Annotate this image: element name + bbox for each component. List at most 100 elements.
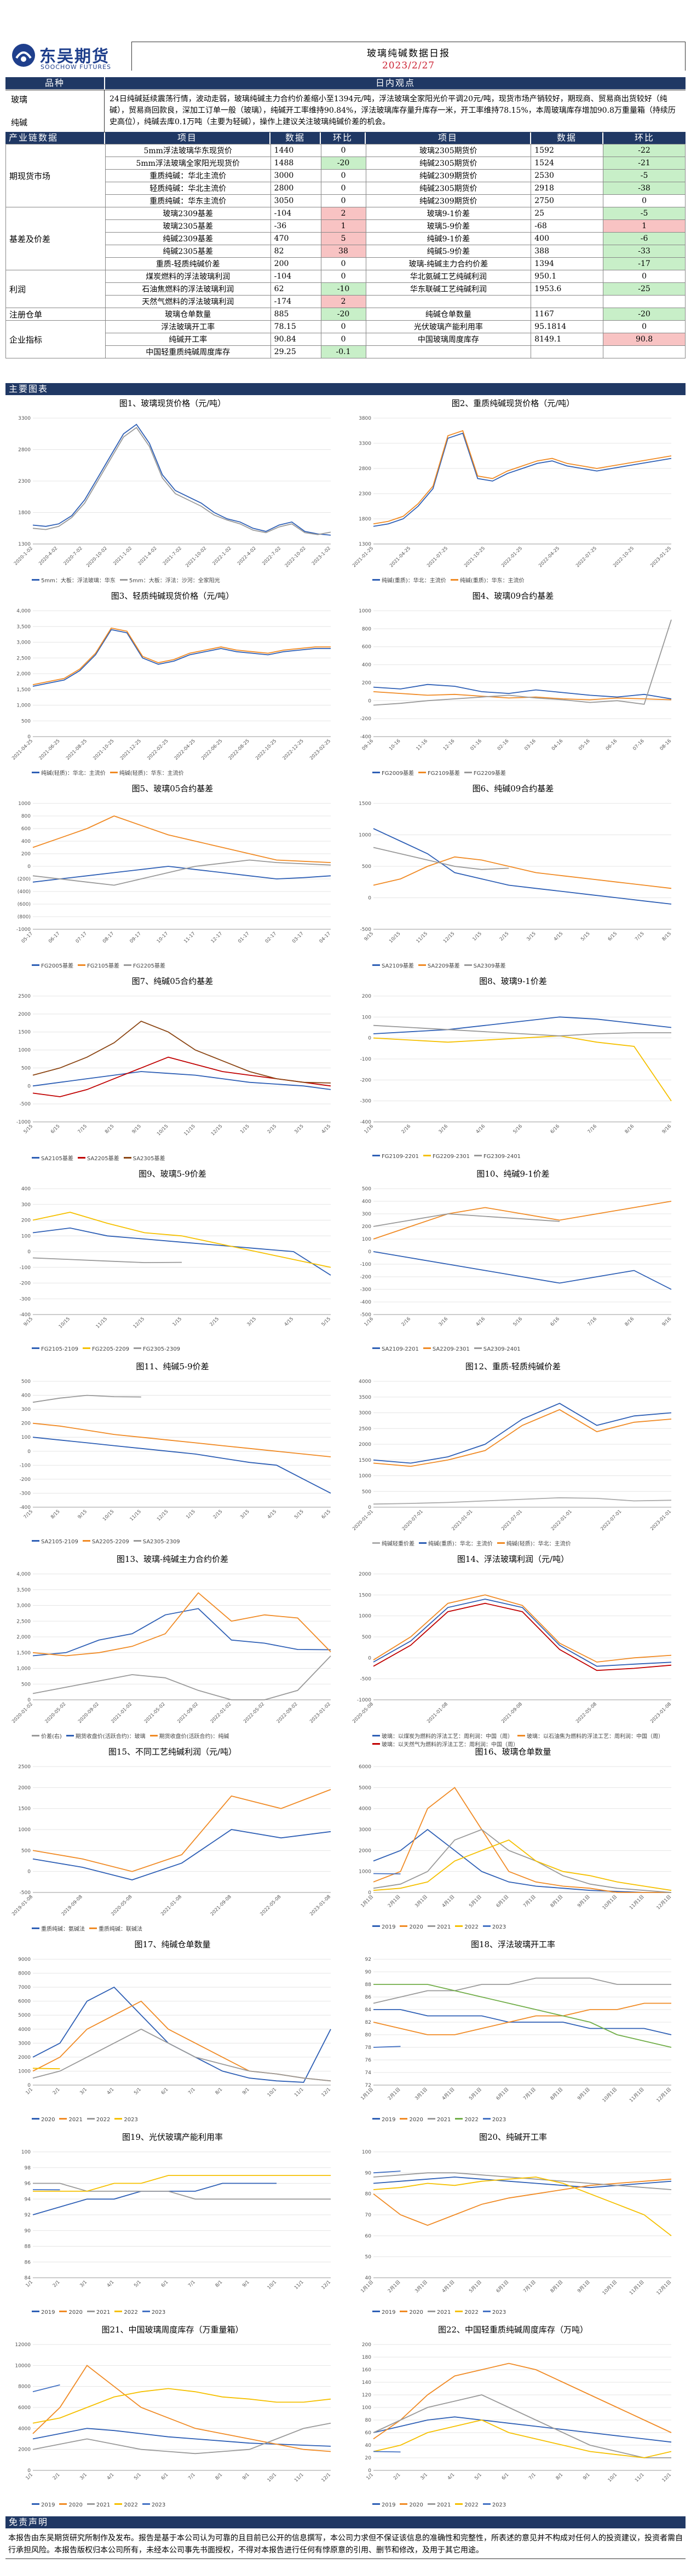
chart-svg: 0 500 1000 1500 2000 2500 3000 3500 4000 2020-01-…: [352, 1379, 672, 1532]
value-cell: -68: [531, 219, 604, 233]
item-name-cell: 天然气燃料的浮法玻璃利润: [105, 295, 271, 308]
legend-item: 期货收盘价(活跃合约)：玻璃: [62, 1734, 146, 1740]
y-tick-label: 800: [362, 627, 371, 632]
value-cell: 2530: [531, 169, 604, 182]
legend-swatch: [455, 2118, 463, 2120]
legend-label: 纯碱(重质)：华北：主流价: [428, 1541, 493, 1547]
y-tick-label: 86: [25, 2260, 31, 2265]
series-line: [373, 2009, 672, 2035]
y-tick-label: 3000: [359, 1411, 371, 1416]
x-tick-label: 5/15: [293, 1509, 305, 1520]
x-tick-label: 2021-09-08: [500, 1701, 523, 1724]
x-tick-label: 07-17: [74, 931, 88, 945]
chart-title: 图13、玻璃-纯碱主力合约价差: [116, 1554, 229, 1564]
y-tick-label: -200: [360, 1275, 372, 1280]
value-cell: -104: [270, 270, 321, 283]
x-tick-label: 2/1: [52, 2279, 61, 2289]
col-header-item-left: 项目: [105, 132, 269, 144]
chart-title: 图20、纯碱开工率: [479, 2132, 548, 2142]
legend-label: 2020: [68, 2309, 83, 2315]
y-tick-label: 2800: [359, 466, 371, 472]
y-tick-label: 90: [365, 1970, 372, 1975]
legend-swatch: [134, 1347, 142, 1349]
x-tick-label: 12/1: [321, 2279, 332, 2291]
x-tick-label: 6月1日: [496, 2279, 510, 2294]
x-tick-label: 11-17: [183, 931, 197, 945]
chart-panel: 图21、中国玻璃周度库存（万重量箱） 0 2000 4000 6000 8000 10000…: [5, 2324, 339, 2513]
x-tick-label: 5/1: [133, 2087, 142, 2096]
series-line: [373, 2176, 672, 2189]
y-tick-label: 500: [21, 1682, 31, 1687]
y-tick-label: 90: [365, 2170, 372, 2176]
y-tick-label: 500: [21, 1379, 31, 1385]
x-tick-label: 2023-01-01: [649, 1509, 672, 1532]
change-cell: [603, 345, 686, 358]
legend-item: 2023: [138, 2309, 165, 2315]
legend-item: FG2105-2109: [27, 1346, 78, 1352]
y-tick-label: -1000: [16, 1120, 31, 1125]
disclaimer-label: 免责声明: [5, 2516, 686, 2528]
chart-legend: 2020 2021 2022 2023: [27, 2117, 334, 2123]
chart-title: 图10、纯碱9-1价差: [476, 1169, 550, 1179]
legend-swatch: [123, 964, 131, 966]
legend-item: 2023: [138, 2502, 165, 2508]
value-cell: 388: [531, 245, 604, 258]
x-tick-label: 1/1: [25, 2472, 34, 2481]
legend-item: FG2109基差: [414, 771, 460, 777]
x-tick-label: 03-17: [291, 931, 305, 945]
legend-label: 2022: [464, 1924, 479, 1930]
legend-item: 2019: [27, 2502, 55, 2508]
value-cell: 1440: [270, 144, 321, 157]
x-tick-label: 2021-12-25: [119, 738, 142, 761]
chart-svg: 72 74 76 78 80 82 84 86 88 90 92 1月1日 2月1日 3月1日 4月1日 5月…: [360, 1957, 672, 2104]
legend-label: 玻璃：以天然气为燃料的浮法工艺：周利润：中国（周）: [382, 1742, 519, 1748]
y-tick-label: 300: [21, 1407, 31, 1413]
chart-panel: 图6、纯碱09合约基差 -500 0 500 1000 1500 9/15 10/15 11/1…: [346, 783, 680, 972]
chart-legend: 价差(右) 期货收盘价(活跃合约)：玻璃 期货收盘价(活跃合约)：纯碱: [27, 1732, 334, 1740]
y-tick-label: 5000: [18, 2013, 31, 2018]
legend-swatch: [427, 2503, 435, 2505]
series-line: [32, 2028, 331, 2082]
legend-item: 重质纯碱：氨碱法: [27, 1926, 85, 1932]
chart-legend: 2019 2020 2021 2022 2023: [368, 2502, 675, 2508]
legend-swatch: [59, 2503, 67, 2505]
x-tick-label: 8/16: [624, 1124, 636, 1135]
chart-panel: 图17、纯碱仓单数量 0 1000 2000 3000 4000 5000 6000 7000 8…: [5, 1938, 339, 2128]
chart-svg: 0 1000 2000 3000 4000 5000 6000 1月1日 2月1日 3月1日 4月1…: [359, 1764, 672, 1911]
change-cell: 2: [320, 295, 366, 308]
chart-legend: FG2109-2201 FG2209-2301 FG2309-2401: [368, 1154, 675, 1160]
legend-label: SA2305基差: [133, 1156, 165, 1162]
legend-swatch: [32, 772, 39, 773]
legend-swatch: [32, 1347, 39, 1349]
legend-item: 2022: [110, 2309, 138, 2315]
y-tick-label: 6000: [359, 1764, 371, 1770]
y-tick-label: 86: [365, 1995, 372, 2000]
table-row: 玻璃2305基差 -36 1 玻璃5-9价差 -68 1: [6, 219, 686, 233]
x-tick-label: 2022-10-25: [612, 546, 635, 569]
legend-label: 2023: [151, 2502, 166, 2508]
change-cell: 0: [320, 333, 366, 346]
x-tick-label: 2020-10-02: [85, 546, 108, 569]
industry-data-label: 产业链数据: [5, 132, 104, 144]
y-tick-label: 2300: [359, 491, 371, 497]
main-charts-label: 主要图表: [5, 383, 686, 395]
x-tick-label: 11/15: [129, 1509, 142, 1522]
legend-label: 纯碱(轻质)：华北：主流价: [41, 771, 106, 777]
legend-label: 重质纯碱：联碱法: [99, 1926, 142, 1932]
item-name-cell: 纯碱仓单数量: [365, 308, 532, 321]
item-name-cell: 纯碱2305基差: [105, 245, 271, 258]
x-tick-label: 6/15: [607, 931, 619, 942]
x-tick-label: 4月1日: [441, 2087, 456, 2102]
y-tick-label: -200: [360, 1078, 372, 1083]
x-tick-label: 7/1: [528, 2472, 537, 2481]
legend-label: FG2205-2209: [92, 1346, 130, 1352]
x-tick-label: 10/1: [267, 2472, 278, 2484]
series-line: [32, 1655, 331, 1700]
y-tick-label: -1000: [357, 1698, 371, 1703]
y-tick-label: 800: [21, 814, 31, 819]
legend-item: SA2309-2401: [470, 1346, 521, 1352]
y-tick-label: 1500: [18, 1030, 31, 1035]
legend-item: 5mm：大板：浮法玻璃：华东: [27, 578, 116, 584]
x-tick-label: 07-16: [632, 738, 646, 752]
y-tick-label: -200: [20, 1281, 31, 1287]
